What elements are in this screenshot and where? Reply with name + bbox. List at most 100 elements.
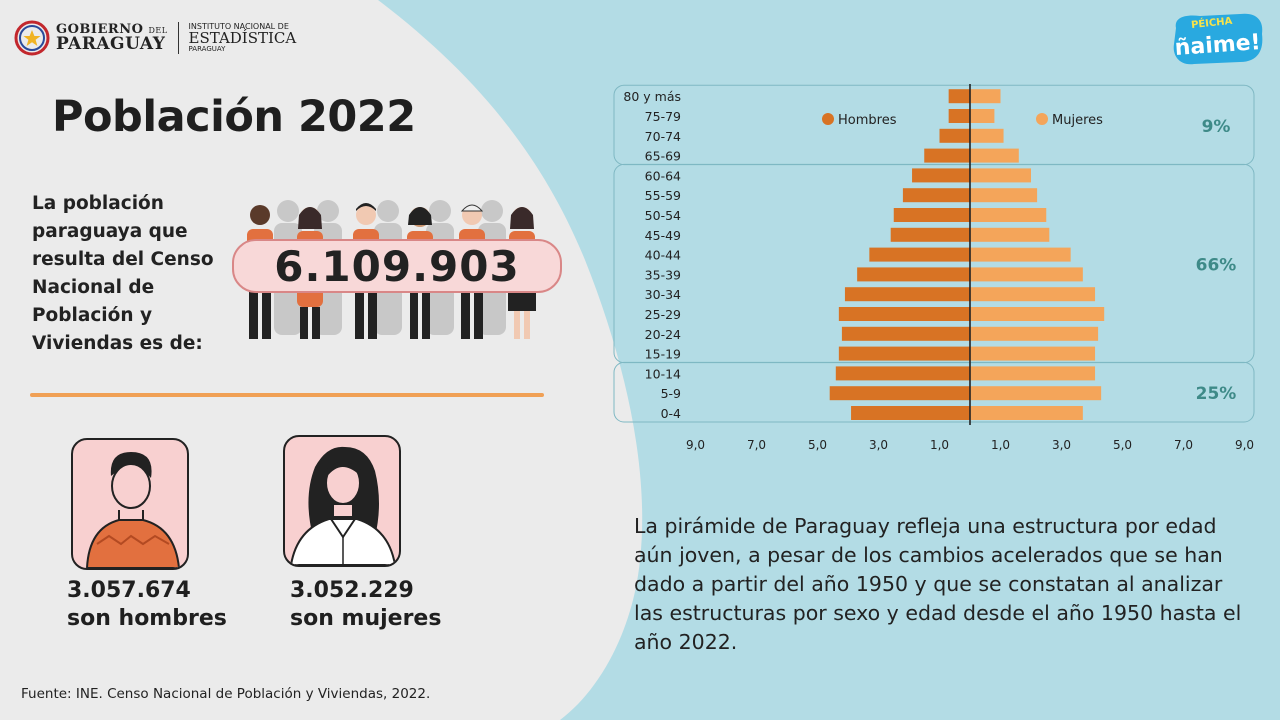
age-group-label: 0-4 xyxy=(661,406,681,421)
age-group-label: 55-59 xyxy=(645,188,681,203)
x-tick-label: 5,0 xyxy=(1113,438,1132,452)
age-group-label: 45-49 xyxy=(645,228,681,243)
man-icon xyxy=(85,452,181,568)
source-note: Fuente: INE. Censo Nacional de Población… xyxy=(21,686,431,702)
age-group-label: 50-54 xyxy=(645,208,681,223)
total-population: 6.109.903 xyxy=(274,241,520,291)
age-group-label: 65-69 xyxy=(645,149,681,164)
age-group-label: 60-64 xyxy=(645,168,681,183)
woman-icon xyxy=(289,446,397,565)
bar-hombres xyxy=(844,287,970,302)
total-population-box: 6.109.903 xyxy=(232,239,562,293)
ine-line3: PARAGUAY xyxy=(188,45,226,53)
bar-hombres xyxy=(912,168,970,183)
age-group-label: 25-29 xyxy=(645,307,681,322)
bar-hombres xyxy=(835,366,970,381)
men-label: son hombres xyxy=(67,606,227,631)
age-group-label: 80 y más xyxy=(623,89,681,104)
bar-hombres xyxy=(851,406,970,420)
age-group-label: 10-14 xyxy=(645,366,681,381)
bar-hombres xyxy=(838,307,970,321)
group-percent-label: 9% xyxy=(1202,117,1231,137)
bar-hombres xyxy=(948,109,970,123)
men-number: 3.057.674 xyxy=(67,578,191,603)
bar-hombres xyxy=(902,188,970,203)
logo-separator xyxy=(177,22,179,54)
gobierno-line2: PARAGUAY xyxy=(56,34,166,54)
bar-mujeres xyxy=(970,208,1047,222)
peicha-naime-logo: PÉICHA ñaime! xyxy=(1173,13,1263,65)
bar-hombres xyxy=(829,386,970,401)
brand-top-text: PÉICHA xyxy=(1190,14,1233,31)
man-card xyxy=(71,438,189,570)
bar-mujeres xyxy=(970,109,995,123)
bar-mujeres xyxy=(970,307,1105,321)
bar-hombres xyxy=(841,326,970,341)
bar-mujeres xyxy=(970,89,1001,104)
age-group-label: 15-19 xyxy=(645,347,681,362)
page-title: Población 2022 xyxy=(52,92,416,142)
women-label: son mujeres xyxy=(290,606,442,631)
bar-mujeres xyxy=(970,287,1096,302)
ine-logo: INSTITUTO NACIONAL DE ESTADÍSTICA PARAGU… xyxy=(189,23,297,53)
ine-line1: INSTITUTO NACIONAL DE xyxy=(188,22,289,31)
legend-marker-hombres xyxy=(822,113,834,125)
description-text: La pirámide de Paraguay refleja una estr… xyxy=(634,514,1242,654)
bar-hombres xyxy=(893,208,970,222)
x-tick-label: 9,0 xyxy=(686,438,705,452)
women-stat: 3.052.229 son mujeres xyxy=(290,577,441,633)
age-group-label: 75-79 xyxy=(645,109,681,124)
gobierno-logo: GOBIERNO DEL PARAGUAY INSTITUTO NACIONAL… xyxy=(14,18,296,58)
x-tick-label: 7,0 xyxy=(747,438,766,452)
x-tick-label: 3,0 xyxy=(869,438,888,452)
x-tick-label: 1,0 xyxy=(930,438,949,452)
bar-hombres xyxy=(869,247,970,262)
group-box xyxy=(613,361,1255,423)
age-group-label: 70-74 xyxy=(645,129,681,144)
legend-label-mujeres: Mujeres xyxy=(1052,113,1103,128)
ine-line2: ESTADÍSTICA xyxy=(188,29,297,47)
age-group-label: 5-9 xyxy=(661,386,681,401)
men-stat: 3.057.674 son hombres xyxy=(67,577,227,633)
bar-mujeres xyxy=(970,346,1096,361)
bar-mujeres xyxy=(970,247,1071,262)
x-tick-label: 7,0 xyxy=(1174,438,1193,452)
x-tick-label: 3,0 xyxy=(1052,438,1071,452)
bar-hombres xyxy=(890,227,970,242)
brand-main-text: ñaime! xyxy=(1174,30,1261,61)
x-tick-label: 9,0 xyxy=(1235,438,1254,452)
bar-hombres xyxy=(948,89,970,104)
bar-mujeres xyxy=(970,227,1050,242)
bar-mujeres xyxy=(970,406,1083,420)
bar-hombres xyxy=(838,346,970,361)
bar-hombres xyxy=(939,128,970,143)
bar-mujeres xyxy=(970,168,1031,183)
women-number: 3.052.229 xyxy=(290,578,414,603)
age-group-label: 35-39 xyxy=(645,267,681,282)
age-group-label: 40-44 xyxy=(645,248,681,263)
bar-hombres xyxy=(857,267,970,282)
x-tick-label: 5,0 xyxy=(808,438,827,452)
bar-mujeres xyxy=(970,148,1019,163)
group-percent-label: 66% xyxy=(1196,256,1237,276)
bar-mujeres xyxy=(970,326,1099,341)
age-group-label: 30-34 xyxy=(645,287,681,302)
legend-marker-mujeres xyxy=(1036,113,1048,125)
divider-line xyxy=(30,393,544,397)
bar-mujeres xyxy=(970,366,1096,381)
bar-mujeres xyxy=(970,128,1004,143)
legend-label-hombres: Hombres xyxy=(838,113,897,128)
paraguay-emblem-icon xyxy=(14,20,50,56)
gobierno-del: DEL xyxy=(148,26,168,35)
x-tick-label: 1,0 xyxy=(991,438,1010,452)
bar-mujeres xyxy=(970,386,1102,401)
bar-hombres xyxy=(924,148,970,163)
intro-text: La población paraguaya que resulta del C… xyxy=(32,193,214,354)
woman-card xyxy=(283,435,401,567)
bar-mujeres xyxy=(970,267,1083,282)
group-percent-label: 25% xyxy=(1196,384,1237,404)
gobierno-line1: GOBIERNO xyxy=(56,22,144,37)
bar-mujeres xyxy=(970,188,1038,203)
age-group-label: 20-24 xyxy=(645,327,681,342)
